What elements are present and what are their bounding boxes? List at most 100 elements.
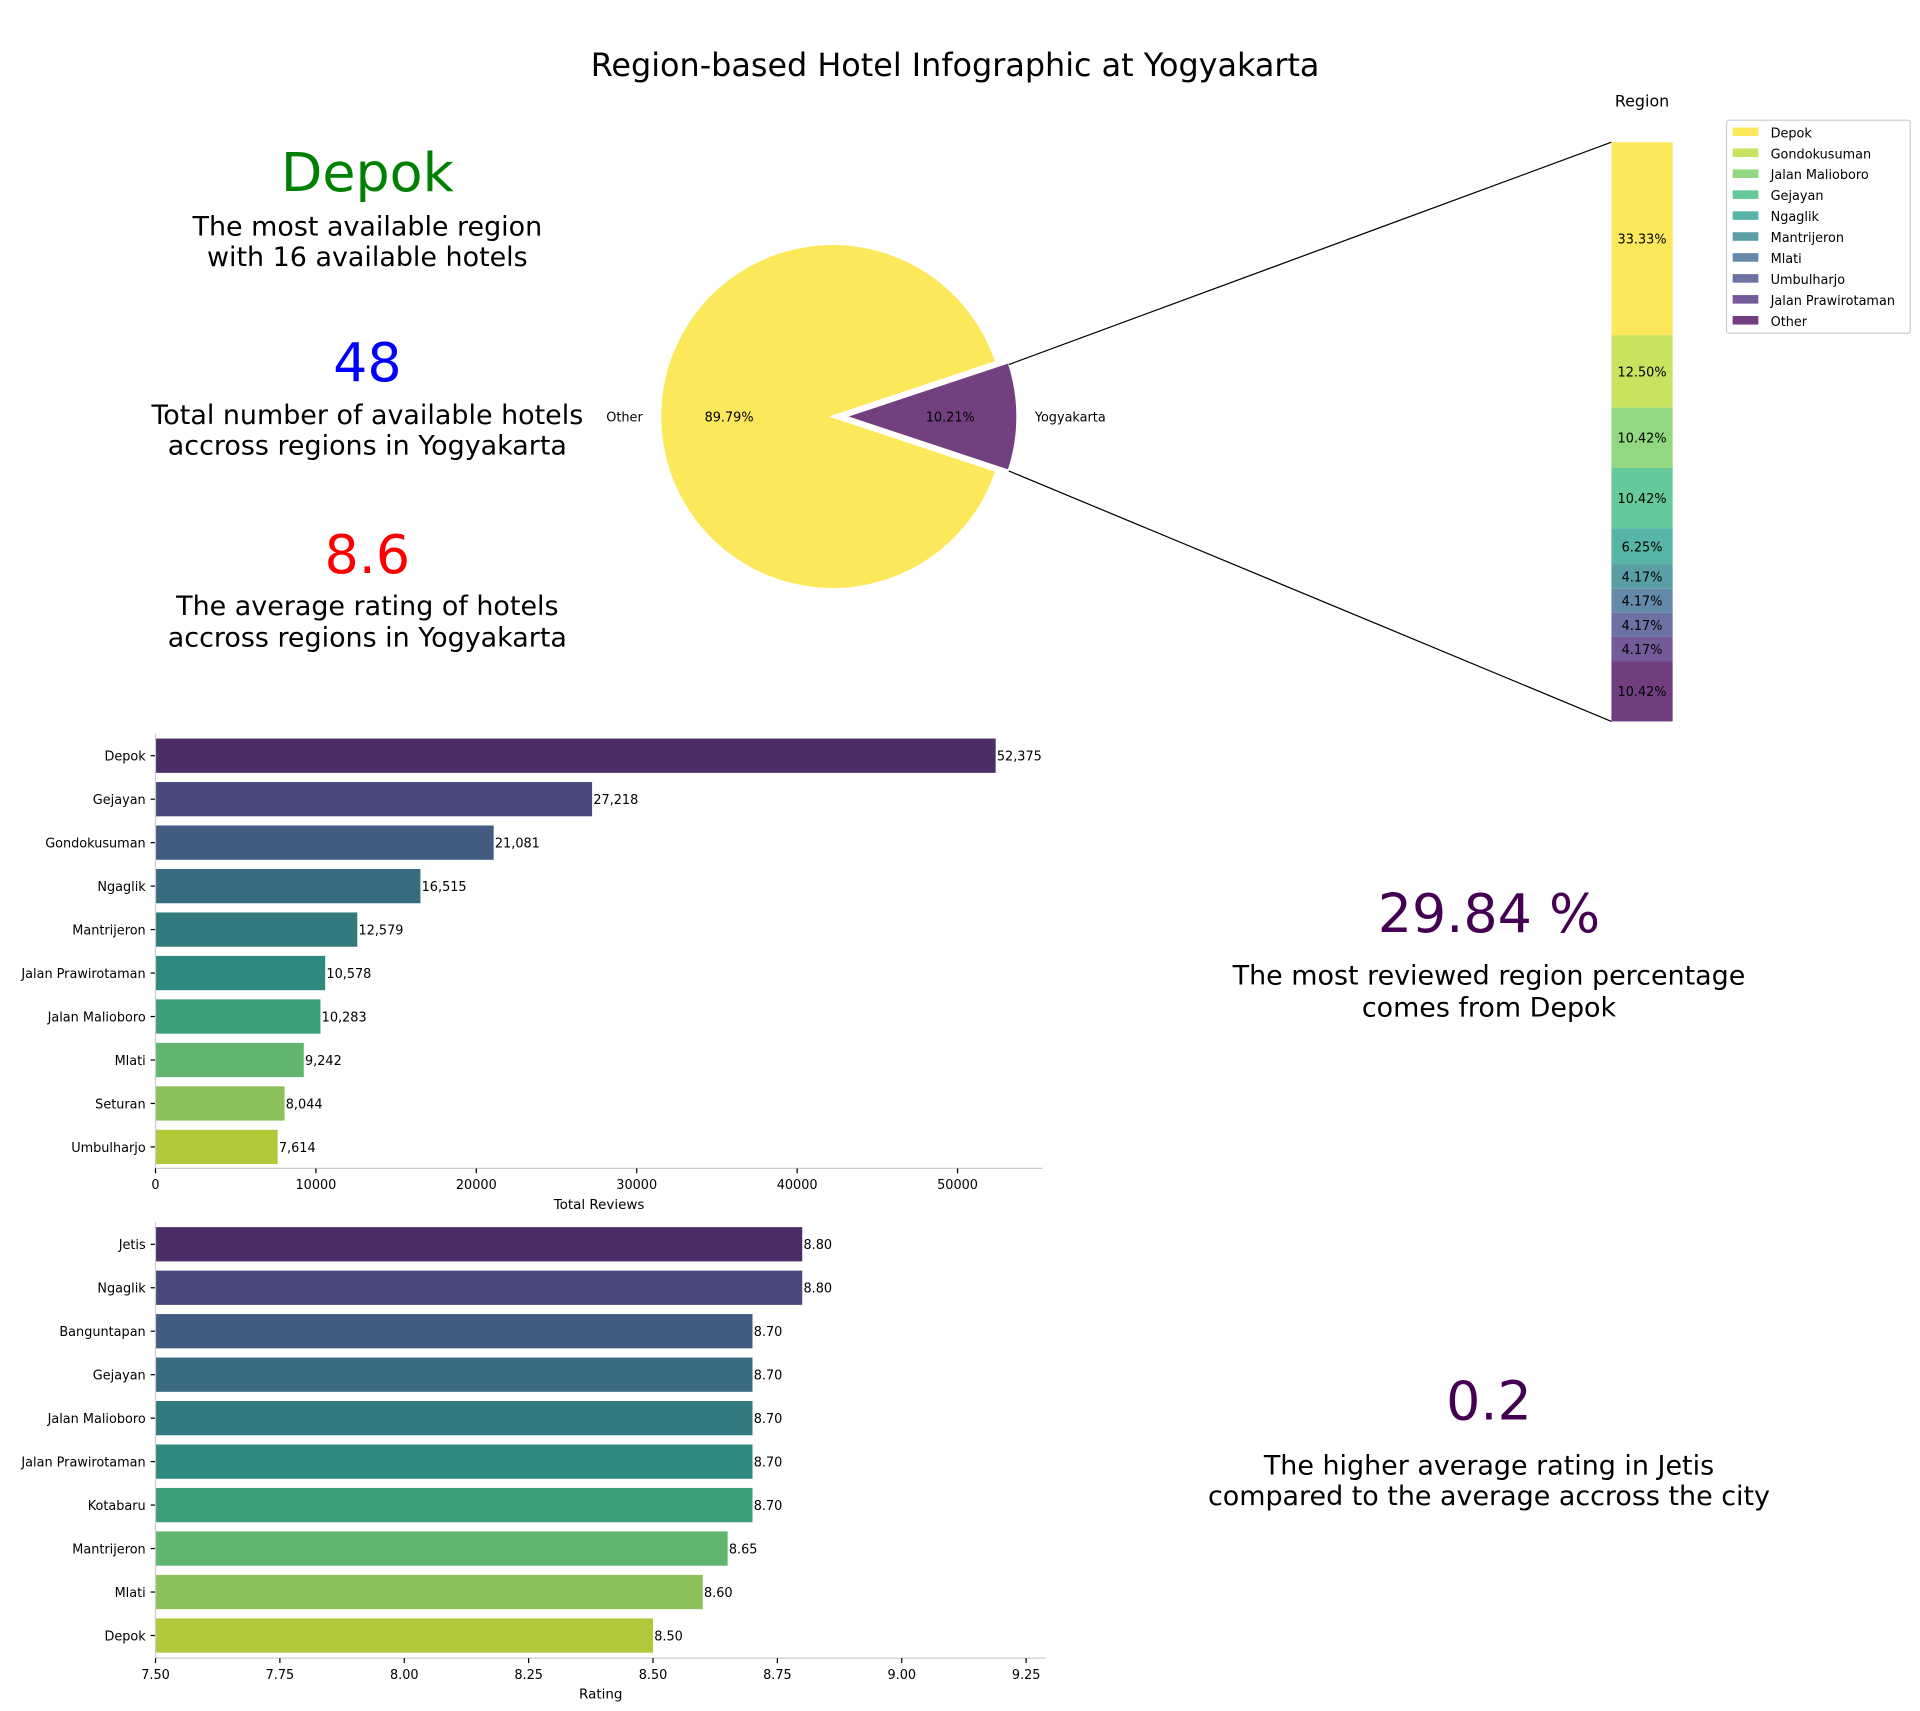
kpi-line: accross regions in Yogyakarta bbox=[168, 430, 567, 461]
stacked-segment-umbulharjo bbox=[1611, 612, 1673, 637]
stacked-segment-label: 10.42% bbox=[1618, 685, 1667, 700]
bar bbox=[155, 782, 593, 817]
bar bbox=[155, 1574, 703, 1610]
x-tick-label: 50000 bbox=[937, 1178, 978, 1193]
bar-value-label: 9,242 bbox=[305, 1054, 342, 1069]
y-tick-label: Depok bbox=[104, 1629, 146, 1644]
bar bbox=[155, 955, 326, 991]
kpi-line: The most reviewed region percentage bbox=[1232, 961, 1746, 992]
bar-value-label: 10,283 bbox=[322, 1010, 367, 1025]
kpi-value: 29.84 % bbox=[1378, 882, 1601, 945]
legend-swatch bbox=[1732, 232, 1759, 241]
bar bbox=[155, 912, 358, 947]
y-tick-label: Ngaglik bbox=[97, 1282, 146, 1297]
kpi-line: The higher average rating in Jetis bbox=[1263, 1450, 1714, 1481]
legend-swatch bbox=[1732, 211, 1759, 220]
x-tick-label: 0 bbox=[151, 1178, 159, 1193]
region-legend: Depok Gondokusuman Jalan Malioboro Gejayan N… bbox=[1725, 119, 1911, 334]
legend-label: Gejayan bbox=[1771, 189, 1824, 204]
kpi-value: 48 bbox=[333, 331, 402, 394]
bar-value-label: 8,044 bbox=[286, 1097, 323, 1112]
bar-value-label: 27,218 bbox=[593, 793, 638, 808]
x-axis-label: Rating bbox=[579, 1688, 622, 1703]
y-tick-label: Mantrijeron bbox=[72, 923, 145, 938]
y-tick-label: Banguntapan bbox=[59, 1325, 145, 1340]
rating-bar-chart: Jetis 8.80 Ngaglik 8.80 Banguntapan 8.70 Gejay… bbox=[20, 1222, 1046, 1703]
y-tick-label: Jalan Prawirotaman bbox=[20, 1456, 145, 1471]
bar-value-label: 8.70 bbox=[754, 1325, 783, 1340]
legend-swatch bbox=[1732, 148, 1759, 158]
stacked-segment-gejayan bbox=[1611, 467, 1673, 529]
y-tick-label: Jalan Prawirotaman bbox=[20, 967, 145, 982]
stacked-segment-jalan-prawirotaman bbox=[1611, 636, 1673, 662]
legend-label: Other bbox=[1771, 315, 1808, 330]
stacked-bar-title: Region bbox=[1615, 92, 1669, 111]
pie-value-other: 89.79% bbox=[705, 410, 754, 425]
bar bbox=[155, 1444, 753, 1479]
connector-line-bottom bbox=[1008, 470, 1612, 722]
x-tick-label: 40000 bbox=[777, 1178, 818, 1193]
bar bbox=[155, 1357, 753, 1392]
bar-value-label: 8.65 bbox=[729, 1542, 758, 1557]
stacked-segment-label: 33.33% bbox=[1618, 233, 1667, 248]
y-tick-label: Gondokusuman bbox=[45, 837, 145, 852]
kpi-total-hotels: 48 Total number of available hotels accr… bbox=[150, 331, 583, 461]
kpi-average-rating: 8.6 The average rating of hotels accross… bbox=[168, 523, 567, 653]
legend-label: Depok bbox=[1771, 126, 1813, 141]
kpi-most-reviewed-percentage: 29.84 % The most reviewed region percent… bbox=[1232, 882, 1746, 1023]
y-tick-label: Mantrijeron bbox=[72, 1542, 145, 1557]
bar bbox=[155, 1618, 654, 1653]
legend-swatch bbox=[1732, 295, 1759, 304]
kpi-line: compared to the average accross the city bbox=[1208, 1481, 1770, 1512]
legend-label: Mlati bbox=[1771, 252, 1802, 267]
bar bbox=[155, 1129, 278, 1165]
bar-value-label: 52,375 bbox=[997, 750, 1042, 765]
kpi-line: with 16 available hotels bbox=[207, 242, 528, 273]
pie-chart: Other 89.79% 10.21% Yogyakarta bbox=[606, 141, 1612, 722]
page-title: Region-based Hotel Infographic at Yogyak… bbox=[591, 46, 1320, 84]
kpi-value: Depok bbox=[281, 141, 455, 204]
bar-value-label: 10,578 bbox=[326, 967, 371, 982]
bar bbox=[155, 825, 494, 860]
y-tick-label: Seturan bbox=[95, 1097, 146, 1112]
x-tick-label: 9.00 bbox=[887, 1668, 916, 1683]
kpi-line: The most available region bbox=[192, 211, 543, 242]
connector-line-top bbox=[1008, 141, 1612, 366]
stacked-segment-gondokusuman bbox=[1611, 335, 1673, 408]
stacked-segment-ngaglik bbox=[1611, 528, 1673, 565]
x-tick-label: 7.75 bbox=[266, 1668, 295, 1683]
stacked-segment-label: 4.17% bbox=[1622, 643, 1663, 658]
y-tick-label: Mlati bbox=[115, 1586, 146, 1601]
bar-value-label: 8.70 bbox=[754, 1499, 783, 1514]
pie-label-yogyakarta: Yogyakarta bbox=[1034, 410, 1106, 425]
legend-label: Ngaglik bbox=[1771, 210, 1820, 225]
x-tick-label: 8.50 bbox=[639, 1668, 668, 1683]
bar-value-label: 8.70 bbox=[754, 1456, 783, 1471]
stacked-segment-label: 4.17% bbox=[1622, 595, 1663, 610]
kpi-line: accross regions in Yogyakarta bbox=[168, 623, 567, 654]
x-tick-label: 30000 bbox=[616, 1178, 657, 1193]
y-tick-label: Jalan Malioboro bbox=[47, 1010, 146, 1025]
stacked-segment-label: 4.17% bbox=[1622, 619, 1663, 634]
x-tick-label: 8.00 bbox=[390, 1668, 419, 1683]
bar-value-label: 8.50 bbox=[654, 1629, 683, 1644]
bar-value-label: 16,515 bbox=[422, 880, 467, 895]
stacked-segment-label: 12.50% bbox=[1618, 365, 1667, 380]
kpi-value: 8.6 bbox=[325, 523, 411, 586]
y-tick-label: Umbulharjo bbox=[71, 1141, 146, 1156]
bar bbox=[155, 999, 321, 1034]
bar-value-label: 8.80 bbox=[803, 1282, 832, 1297]
x-tick-label: 8.75 bbox=[763, 1668, 792, 1683]
bar-value-label: 21,081 bbox=[495, 837, 540, 852]
kpi-line: Total number of available hotels bbox=[150, 400, 583, 431]
bar-value-label: 8.70 bbox=[754, 1412, 783, 1427]
y-tick-label: Ngaglik bbox=[97, 880, 146, 895]
bar bbox=[155, 1401, 753, 1436]
legend-swatch bbox=[1732, 315, 1759, 325]
x-axis-label: Total Reviews bbox=[553, 1198, 645, 1213]
legend-label: Gondokusuman bbox=[1771, 147, 1871, 162]
kpi-most-available-region: Depok The most available region with 16 … bbox=[192, 141, 543, 273]
pie-label-other: Other bbox=[606, 410, 643, 425]
